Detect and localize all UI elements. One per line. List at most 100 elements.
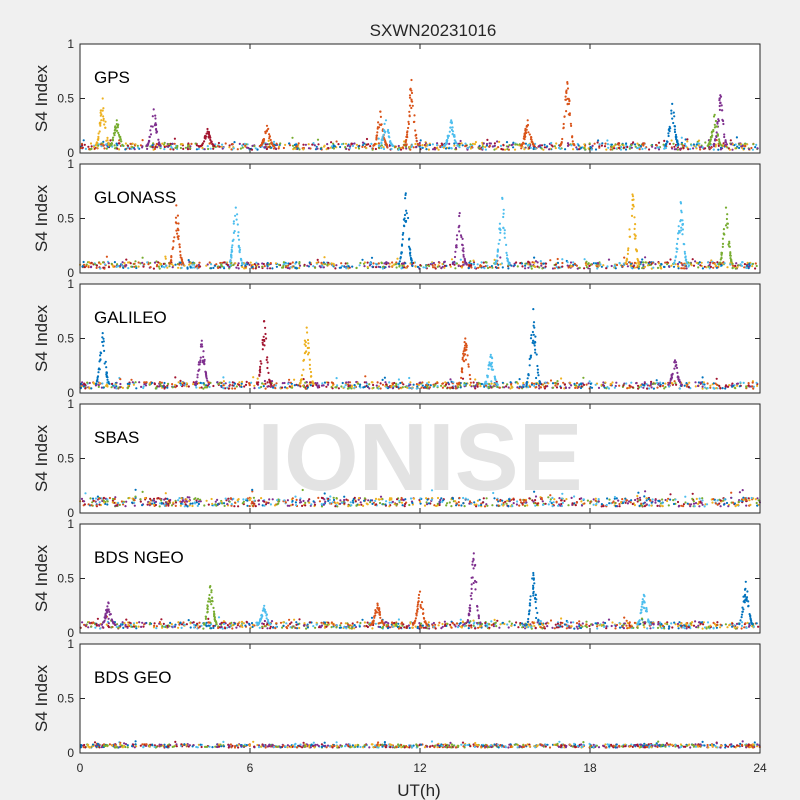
- data-point: [344, 384, 347, 387]
- data-point: [751, 262, 755, 265]
- data-point: [222, 387, 225, 390]
- data-point: [99, 124, 102, 127]
- data-point: [724, 141, 728, 144]
- data-point: [486, 264, 489, 267]
- data-point: [154, 500, 158, 503]
- data-point: [491, 145, 494, 148]
- data-point: [691, 258, 694, 261]
- data-point: [595, 262, 598, 265]
- data-point: [231, 143, 234, 146]
- data-point: [298, 266, 301, 270]
- data-point: [713, 123, 716, 126]
- data-point: [166, 145, 169, 148]
- data-point: [686, 140, 689, 143]
- data-point: [636, 494, 639, 498]
- data-point: [659, 385, 662, 388]
- data-point: [496, 254, 499, 257]
- data-point: [703, 383, 706, 386]
- data-point: [604, 142, 607, 145]
- data-point: [464, 142, 467, 145]
- data-point: [410, 106, 413, 110]
- data-point: [596, 267, 599, 270]
- data-point: [250, 148, 254, 151]
- data-point: [588, 380, 591, 383]
- data-point: [216, 381, 219, 384]
- data-point: [322, 261, 325, 264]
- data-point: [731, 501, 735, 504]
- data-point: [175, 222, 178, 225]
- data-point: [99, 114, 102, 117]
- data-point: [462, 354, 465, 357]
- data-point: [660, 262, 663, 266]
- data-point: [456, 144, 459, 147]
- data-point: [410, 78, 413, 82]
- data-point: [431, 143, 434, 146]
- data-point: [678, 261, 681, 264]
- data-point: [317, 384, 320, 387]
- data-point: [506, 383, 509, 386]
- data-point: [262, 385, 265, 388]
- data-point: [654, 499, 657, 502]
- data-point: [642, 261, 645, 264]
- data-point: [153, 261, 157, 264]
- data-point: [201, 359, 204, 362]
- data-point: [363, 265, 366, 268]
- data-point: [195, 386, 198, 389]
- data-point: [701, 503, 704, 506]
- data-point: [374, 262, 377, 265]
- data-point: [570, 124, 573, 127]
- data-point: [524, 135, 527, 138]
- data-point: [502, 215, 505, 219]
- data-point: [501, 381, 504, 384]
- data-point: [194, 381, 198, 384]
- data-point: [678, 231, 681, 234]
- data-point: [101, 332, 104, 335]
- data-point: [381, 267, 384, 270]
- data-point: [380, 123, 383, 126]
- data-point: [449, 378, 452, 381]
- data-point: [679, 147, 682, 150]
- data-point: [114, 125, 117, 128]
- data-point: [340, 622, 343, 625]
- data-point: [454, 387, 457, 390]
- data-point: [750, 496, 753, 500]
- data-point: [719, 146, 723, 149]
- data-point: [655, 144, 658, 147]
- plot-area: [80, 44, 760, 153]
- data-point: [454, 146, 458, 150]
- data-point: [98, 503, 101, 506]
- data-point: [149, 261, 152, 265]
- data-point: [401, 233, 404, 236]
- data-point: [425, 148, 428, 151]
- data-point: [536, 364, 539, 368]
- data-point: [450, 258, 454, 261]
- data-point: [551, 267, 555, 270]
- data-point: [674, 361, 678, 364]
- data-point: [493, 148, 496, 151]
- data-point: [198, 261, 201, 264]
- data-point: [248, 263, 251, 266]
- data-point: [150, 499, 153, 502]
- data-point: [92, 381, 95, 385]
- data-point: [214, 500, 217, 503]
- data-point: [716, 122, 719, 125]
- data-point: [566, 142, 570, 145]
- data-point: [435, 143, 439, 147]
- data-point: [505, 243, 508, 246]
- data-point: [361, 145, 364, 148]
- data-point: [240, 259, 243, 262]
- data-point: [133, 501, 136, 504]
- data-point: [96, 378, 99, 381]
- data-point: [260, 385, 263, 389]
- data-point: [583, 143, 586, 146]
- data-point: [690, 144, 693, 147]
- data-point: [464, 344, 467, 347]
- data-point: [755, 143, 758, 146]
- data-point: [212, 266, 215, 269]
- data-point: [80, 497, 84, 500]
- data-point: [372, 386, 375, 389]
- data-point: [695, 147, 698, 150]
- data-point: [530, 334, 533, 337]
- data-point: [205, 386, 209, 389]
- data-point: [726, 146, 729, 149]
